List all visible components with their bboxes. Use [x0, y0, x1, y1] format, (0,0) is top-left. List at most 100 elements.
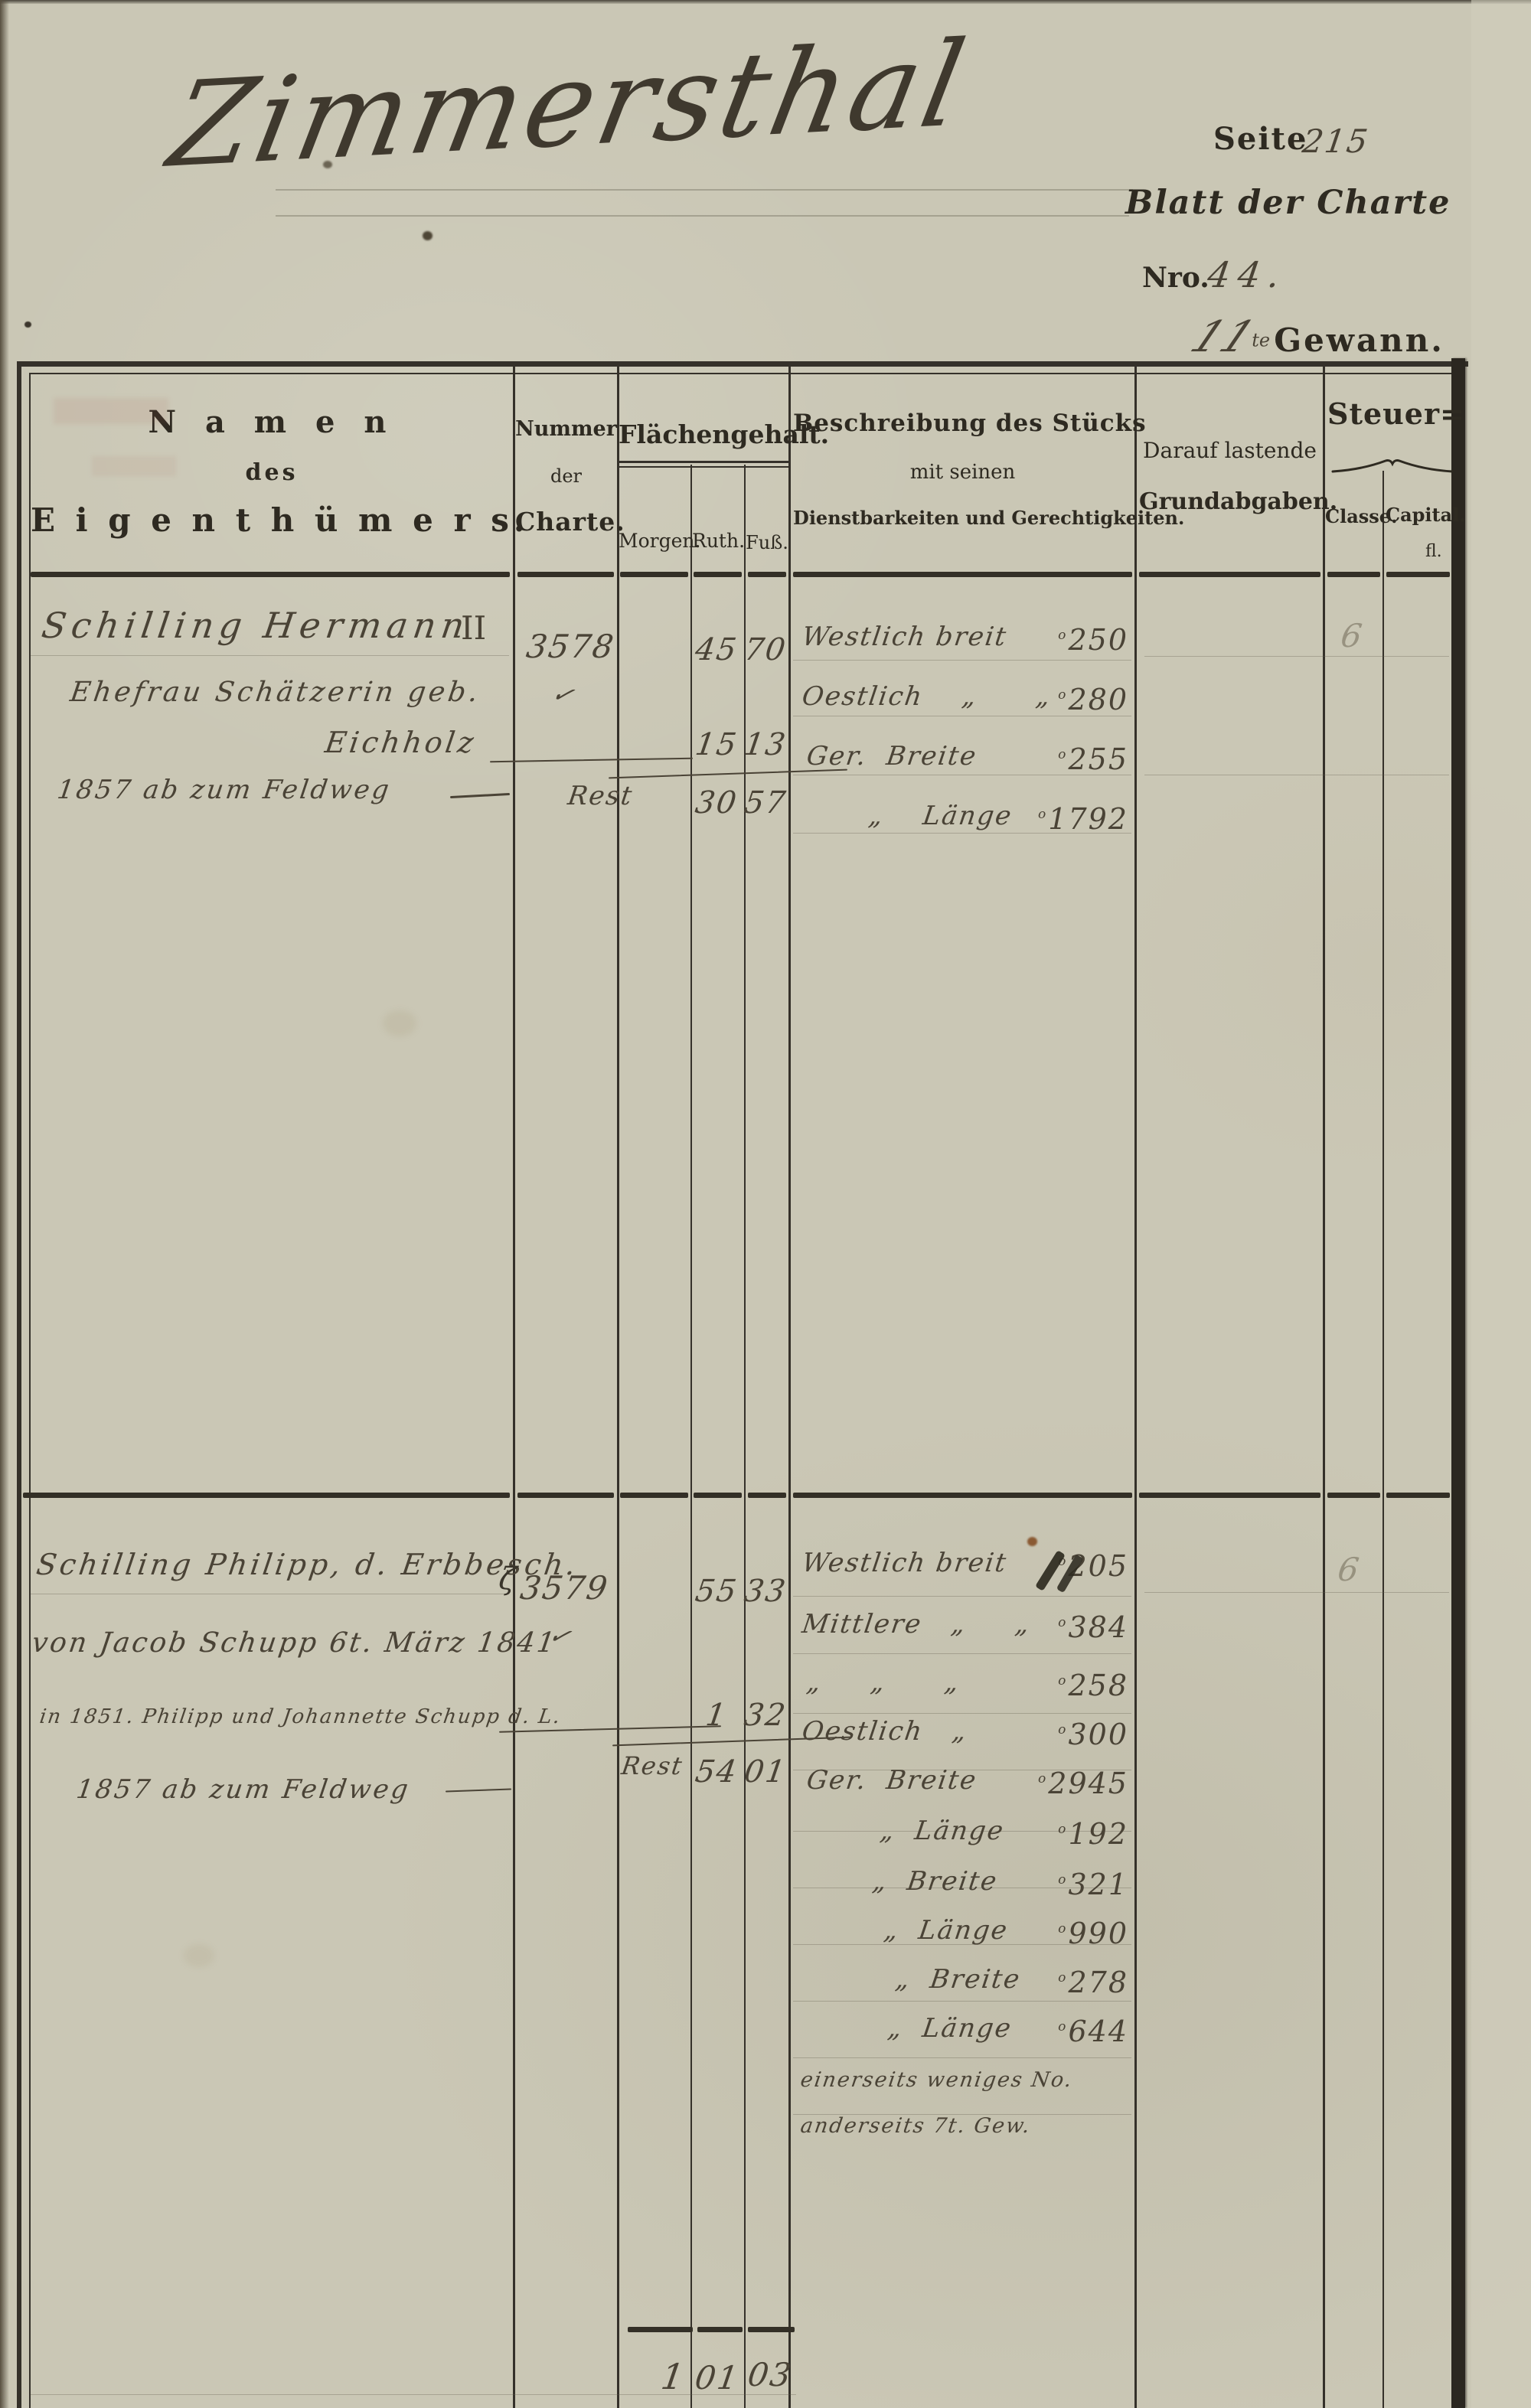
title-guide-line-1	[276, 189, 1133, 191]
header-morgen: Morgen.	[619, 530, 701, 552]
table-top-rule-heavy	[17, 361, 1468, 367]
entry1-area-r3-fuss: 57	[742, 785, 789, 821]
header-capital-unit: fl.	[1425, 542, 1442, 561]
header-rule-seg	[748, 572, 786, 577]
entry-divider-seg	[23, 1493, 510, 1498]
schuh-mark: o	[1058, 1970, 1066, 1986]
steuer-brace	[1331, 459, 1454, 473]
guide-line	[31, 655, 509, 656]
desc-value: o990	[1058, 1917, 1128, 1950]
header-charte: Charte.	[515, 507, 625, 537]
desc-text: „ Länge	[867, 801, 1015, 831]
header-namen-des: des	[245, 459, 299, 486]
rust-spot	[1027, 1537, 1037, 1546]
desc-text: einerseits weniges No.	[798, 2068, 1075, 2092]
table-right-border-heavy	[1451, 358, 1465, 2408]
blatt-der-charte-label: Blatt der Charte	[1125, 184, 1451, 222]
header-eigenthuemers: E i g e n t h ü m e r s.	[31, 501, 530, 539]
desc-value: o300	[1058, 1718, 1128, 1751]
seite-label: Seite	[1213, 121, 1308, 157]
schuh-mark: o	[1058, 1822, 1066, 1838]
header-classe: Classe.	[1325, 505, 1398, 527]
header-beschreibung-3: Dienstbarkeiten und Gerechtigkeiten.	[793, 507, 1185, 529]
desc-text: „ Länge	[886, 2013, 1014, 2044]
schuh-mark: o	[1058, 687, 1066, 703]
entry2-owner-line4: 1857 ab zum Feldweg	[74, 1774, 413, 1805]
entry1-area-r1-fuss: 70	[742, 632, 789, 667]
desc-value: o280	[1058, 683, 1128, 716]
desc-text: Oestlich „ „	[800, 681, 1053, 712]
entry-divider-seg	[1386, 1493, 1450, 1498]
table-top-rule-thin	[29, 373, 1453, 374]
entry2-desc-line: „ Länge o192	[796, 1816, 1131, 1863]
entry1-desc-line: Ger. Breite o255	[796, 741, 1131, 788]
entry-divider-seg	[694, 1493, 742, 1498]
entry2-desc-line: „ „ „ o258	[796, 1667, 1131, 1715]
schuh-mark: o	[1058, 1872, 1066, 1888]
entry1-rest-label: Rest	[566, 781, 635, 811]
schuh-mark: o	[1058, 2019, 1066, 2035]
entry2-desc-line: anderseits 7t. Gew.	[796, 2114, 1131, 2162]
guide-line	[793, 2114, 1131, 2115]
guide-line	[793, 1713, 1131, 1714]
page-right-margin	[1471, 0, 1531, 2408]
entry2-owner-underline	[445, 1788, 512, 1793]
desc-text: „ Breite	[870, 1866, 1001, 1897]
totals-fuss: 03	[745, 2356, 795, 2393]
desc-text: „ Länge	[878, 1816, 1007, 1846]
desc-value: o2945	[1037, 1767, 1128, 1800]
fox-spot	[184, 1944, 214, 1967]
paper-speck	[24, 321, 31, 328]
entry2-check-mark: ✓	[544, 1620, 576, 1652]
page-top-edge	[0, 0, 1531, 4]
desc-text: „ „ „	[805, 1667, 962, 1698]
entry1-charte-no: 3578	[524, 628, 618, 665]
title-guide-line-2	[276, 215, 1129, 217]
desc-value: o321	[1058, 1868, 1128, 1901]
schuh-mark: o	[1058, 747, 1066, 763]
header-rule-seg	[31, 572, 510, 577]
header-nummer: Nummer	[515, 417, 617, 441]
entry2-area-r3-fuss: 01	[742, 1754, 789, 1790]
header-rule-seg	[793, 572, 1132, 577]
entry2-charte-no: 3579	[517, 1569, 612, 1607]
entry1-check-mark: ✓	[547, 678, 579, 710]
entry2-area-r3-ruth: 54	[693, 1754, 740, 1790]
header-namen: N a m e n	[148, 404, 396, 440]
header-rule-seg	[1386, 572, 1450, 577]
gewann-label: Gewann.	[1274, 321, 1444, 359]
header-grundabgaben-2: Grundabgaben.	[1139, 488, 1338, 515]
desc-text: Westlich breit	[800, 622, 1010, 652]
col-divider-ruth-fuss	[744, 465, 746, 2408]
entry2-desc-line: Oestlich „ o300	[796, 1716, 1131, 1764]
entry1-sum-line-1	[490, 757, 693, 763]
col-divider-grundabgaben-steuer	[1323, 367, 1325, 2408]
page-gutter-edge	[0, 0, 9, 2408]
entry1-area-r3-ruth: 30	[693, 785, 740, 821]
entry2-desc-line: Ger. Breite o2945	[796, 1765, 1131, 1813]
entry1-area-r2-fuss: 13	[742, 727, 789, 762]
desc-text: Mittlere „ „	[800, 1609, 1033, 1640]
entry-divider-seg	[748, 1493, 786, 1498]
entry2-desc-line: „ Länge o990	[796, 1915, 1131, 1963]
entry2-steuer-classe: 6	[1335, 1551, 1362, 1588]
paper-speck	[323, 161, 332, 168]
col-divider-namen-nummer	[513, 367, 515, 2408]
header-nummer-der: der	[550, 465, 583, 487]
guide-line	[793, 660, 1131, 661]
header-grundabgaben-1: Darauf lastende	[1143, 438, 1317, 463]
desc-text: Ger. Breite	[805, 741, 980, 772]
schuh-mark: o	[1058, 1615, 1066, 1631]
table-left-border-thin	[29, 373, 31, 2408]
entry2-desc-line: „ Länge o644	[796, 2013, 1131, 2061]
guide-line	[793, 2001, 1131, 2002]
header-rule-seg	[694, 572, 742, 577]
desc-text: anderseits 7t. Gew.	[798, 2114, 1033, 2138]
header-beschreibung-1: Beschreibung des Stücks	[793, 409, 1147, 437]
entry1-area-r1-ruth: 45	[693, 632, 740, 667]
page-title: Zimmersthal	[159, 15, 979, 194]
schuh-mark: o	[1058, 628, 1066, 644]
entry2-owner-line3: in 1851. Philipp und Johannette Schupp d…	[38, 1705, 563, 1728]
guide-line	[31, 2394, 796, 2395]
